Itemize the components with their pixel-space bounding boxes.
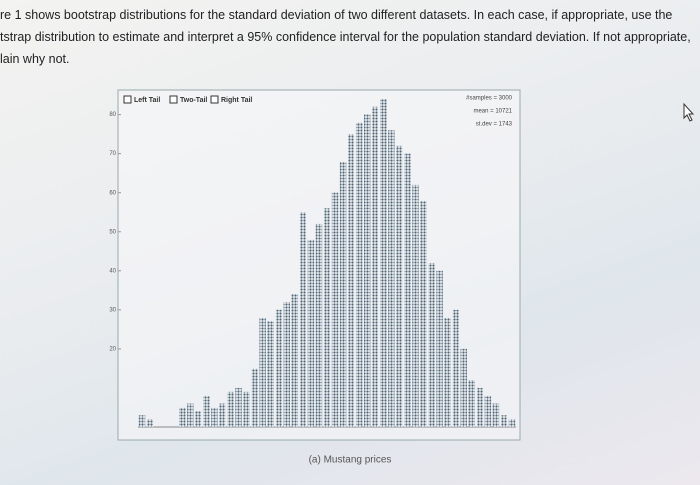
dot-column — [195, 411, 202, 427]
dot-column — [468, 380, 475, 427]
dot-column — [259, 317, 266, 427]
dot-column — [243, 391, 250, 427]
dot-column — [211, 407, 218, 427]
dot-column — [396, 145, 403, 427]
dot-column — [492, 403, 500, 427]
problem-text-line: re 1 shows bootstrap distributions for t… — [0, 8, 673, 22]
dot-column — [251, 368, 258, 427]
dot-column — [339, 161, 347, 427]
dot-column — [460, 348, 467, 427]
dot-column — [380, 99, 387, 427]
dot-column — [146, 419, 154, 427]
checkbox-label: Two-Tail — [180, 97, 207, 104]
stat: mean = 10721 — [473, 109, 512, 115]
dot-column — [138, 415, 146, 427]
dot-column — [452, 309, 459, 427]
dot-column — [508, 419, 516, 427]
dot-column — [267, 321, 274, 427]
dot-column — [219, 403, 226, 427]
dot-column — [203, 395, 210, 427]
dot-column — [372, 106, 379, 428]
dot-column — [500, 415, 508, 427]
dot-column — [412, 184, 419, 427]
dot-column — [291, 294, 299, 427]
caption: (a) Mustang prices — [309, 455, 392, 466]
dot-column — [235, 387, 242, 427]
checkbox[interactable] — [169, 95, 178, 104]
checkbox[interactable] — [210, 95, 219, 104]
dot-column — [436, 270, 443, 427]
y-tick-label: 30 — [109, 307, 116, 313]
dot-column — [388, 130, 395, 427]
checkbox-label: Left Tail — [134, 97, 160, 104]
dot-column — [307, 239, 315, 427]
dot-column — [315, 223, 323, 427]
checkbox-label: Right Tail — [221, 97, 252, 104]
dot-column — [476, 387, 484, 427]
stat: #samples = 3000 — [466, 96, 513, 102]
problem-text-line: tstrap distribution to estimate and inte… — [0, 30, 691, 44]
stat: st.dev = 1743 — [476, 122, 513, 128]
dot-column — [275, 309, 282, 427]
checkbox[interactable] — [123, 95, 132, 104]
dot-column — [347, 134, 355, 427]
dot-column — [404, 153, 411, 427]
dot-column — [323, 208, 331, 427]
dot-column — [484, 395, 492, 427]
mouse-cursor — [683, 102, 695, 122]
y-tick-label: 70 — [109, 151, 116, 157]
dot-column — [227, 391, 234, 427]
dot-column — [331, 192, 339, 427]
dot-column — [428, 263, 435, 427]
checkboxes: Left Tail Two-Tail Right Tail — [123, 95, 252, 104]
dot-column — [444, 317, 451, 427]
y-tick-label: 20 — [109, 346, 116, 352]
y-tick-label: 40 — [109, 268, 116, 274]
dot-column — [283, 302, 291, 427]
dot-column — [363, 114, 371, 427]
dot-column — [420, 200, 427, 427]
dot-column — [187, 403, 194, 427]
dot-column — [355, 122, 363, 427]
y-tick-label: 60 — [109, 190, 116, 196]
y-tick-label: 50 — [109, 229, 116, 235]
dot-column — [299, 212, 307, 427]
dot-column — [179, 407, 186, 427]
problem-text-line: lain why not. — [0, 52, 70, 66]
y-tick-label: 80 — [109, 112, 116, 118]
